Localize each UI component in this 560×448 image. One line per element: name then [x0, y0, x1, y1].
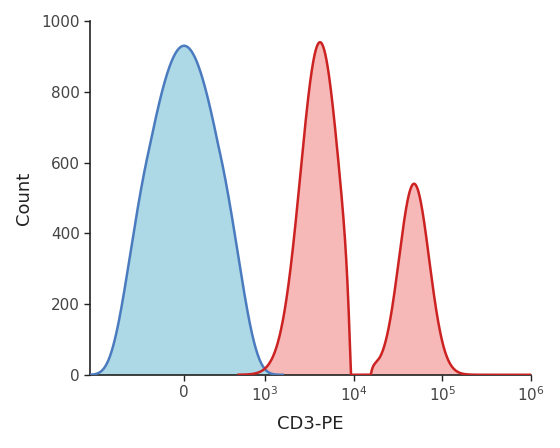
- Y-axis label: Count: Count: [15, 171, 33, 224]
- X-axis label: CD3-PE: CD3-PE: [277, 415, 344, 433]
